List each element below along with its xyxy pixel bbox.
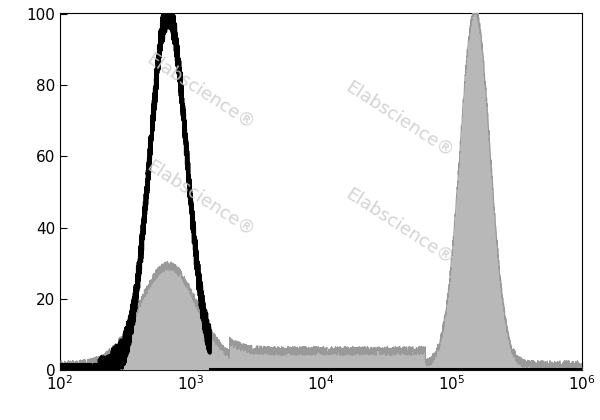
Text: Elabscience®: Elabscience®	[342, 185, 457, 268]
Text: Elabscience®: Elabscience®	[143, 50, 258, 133]
Text: Elabscience®: Elabscience®	[143, 157, 258, 240]
Text: Elabscience®: Elabscience®	[342, 78, 457, 161]
